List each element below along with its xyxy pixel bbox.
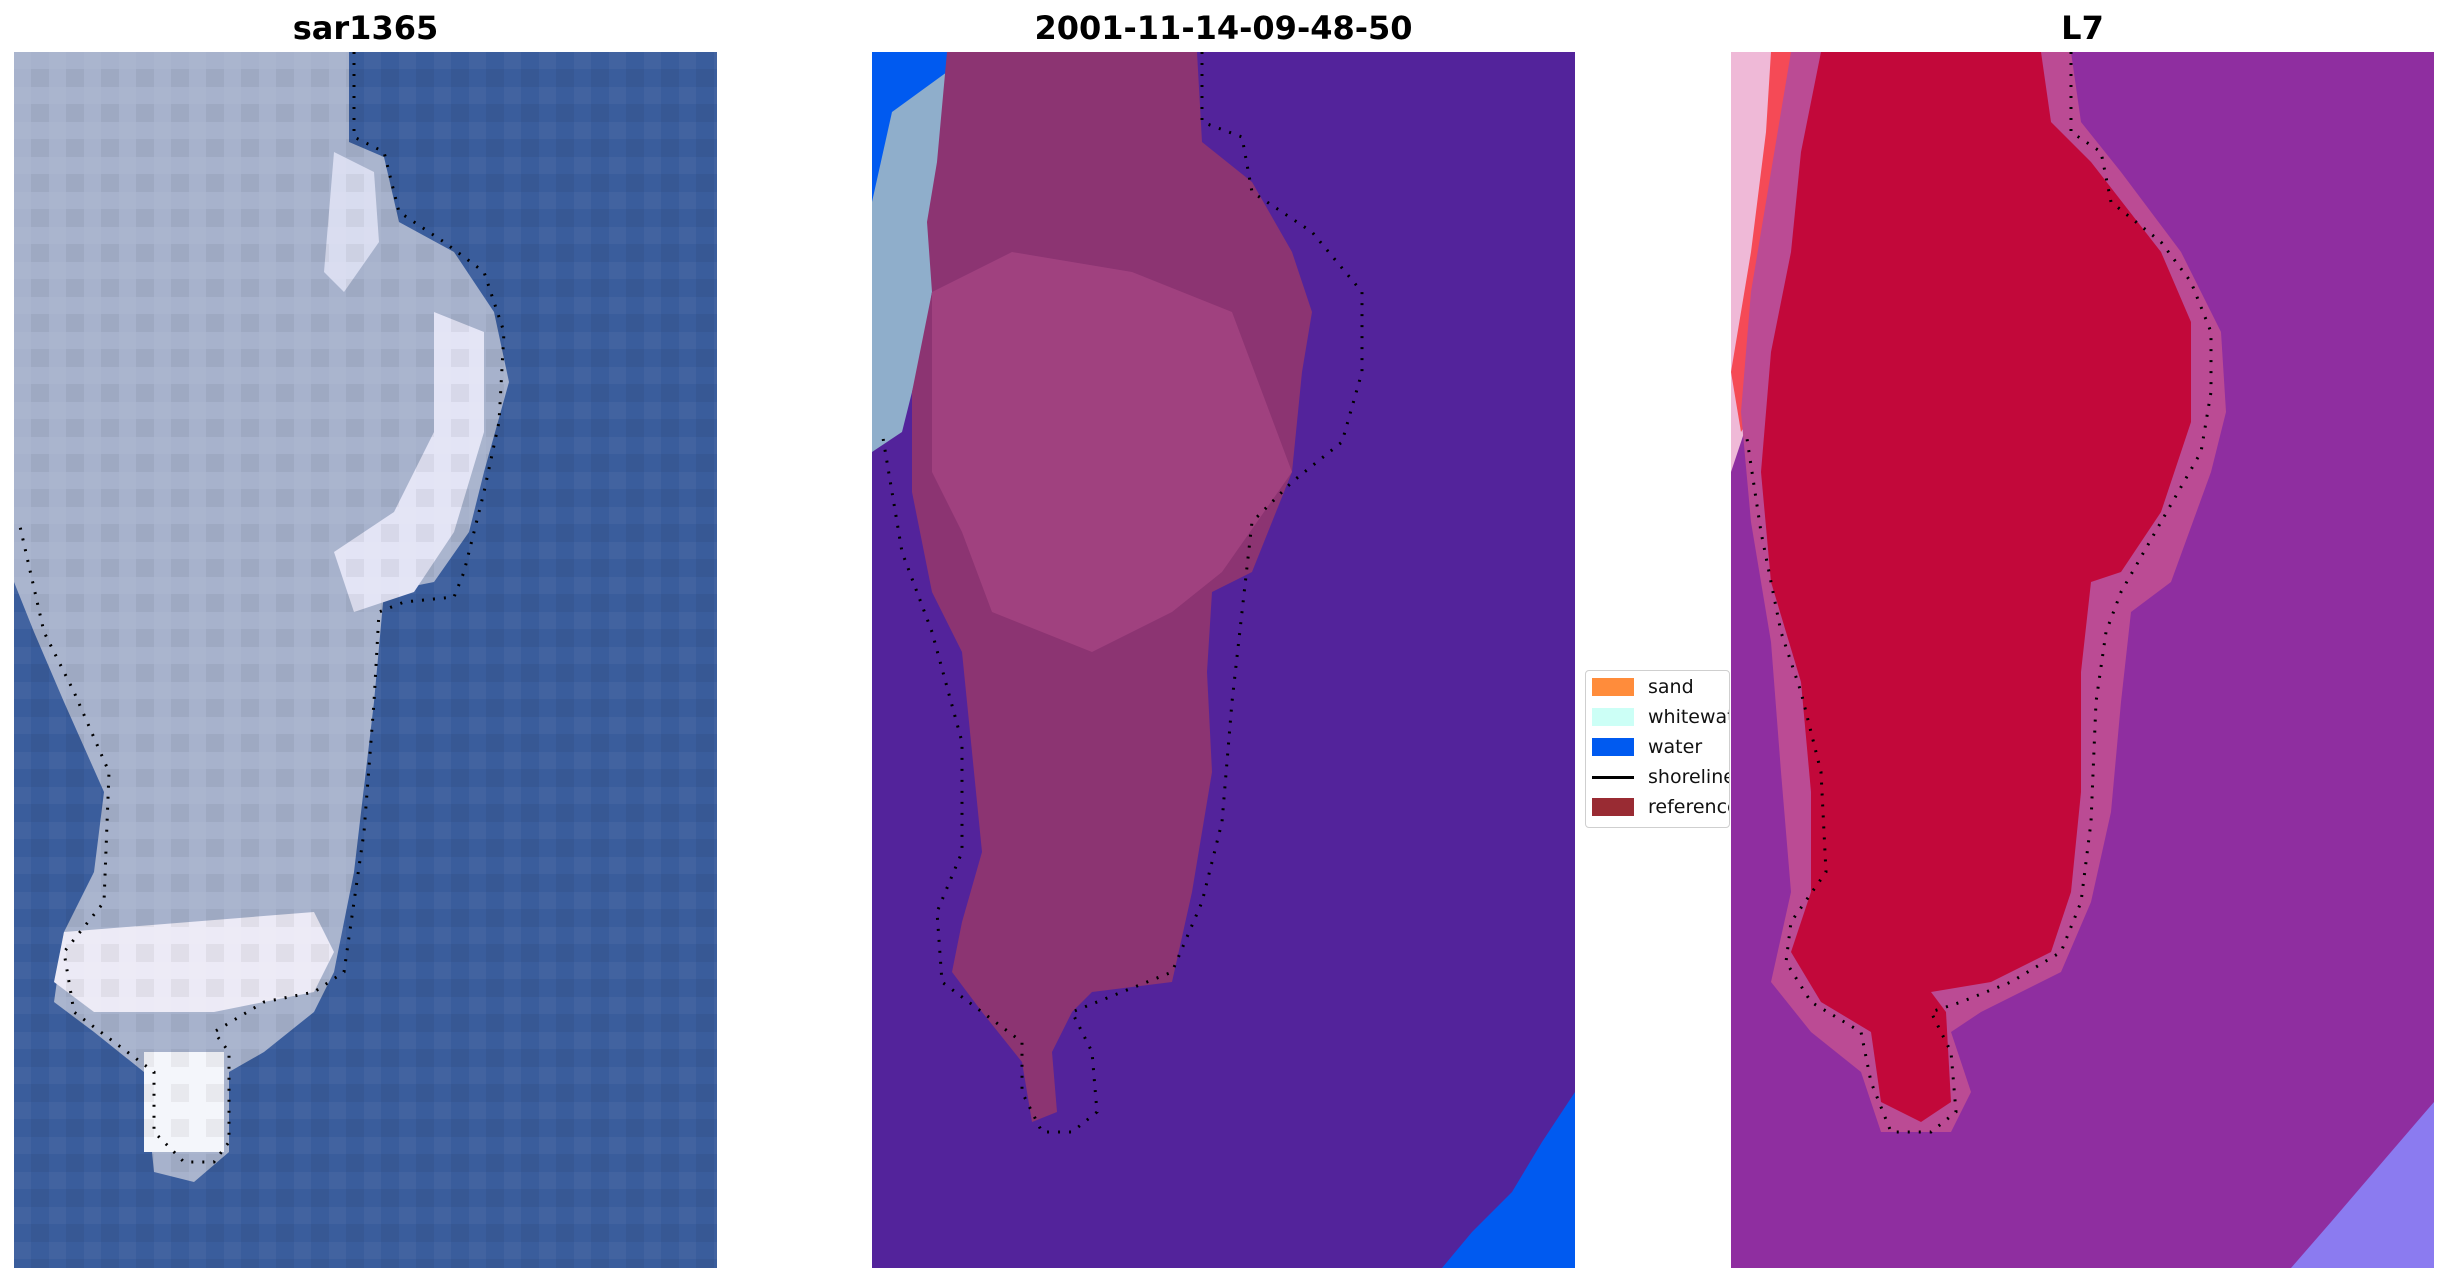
sar-shoreline bbox=[17, 52, 506, 1164]
panel-title-classification: 2001-11-14-09-48-50 bbox=[1034, 9, 1413, 47]
legend-label-shoreline: shoreline bbox=[1648, 766, 1730, 788]
class-whitewater-strip bbox=[872, 72, 952, 452]
l7-panel bbox=[1731, 52, 2434, 1268]
l7-shoreline bbox=[1744, 52, 2213, 1134]
legend-item-water: water bbox=[1592, 735, 1729, 759]
legend-swatch-sand bbox=[1592, 678, 1634, 696]
legend-swatch-whitewater bbox=[1592, 708, 1634, 726]
l7-pale-bottom-right bbox=[2291, 1102, 2434, 1268]
class-island-light bbox=[932, 252, 1292, 652]
sar-image-panel bbox=[14, 52, 717, 1268]
legend-item-sand: sand bbox=[1592, 675, 1729, 699]
l7-island-region bbox=[1761, 52, 2191, 1122]
l7-image bbox=[1731, 52, 2434, 1268]
legend-swatch-reference bbox=[1592, 798, 1634, 816]
legend-label-sand: sand bbox=[1648, 676, 1694, 698]
panel-title-l7: L7 bbox=[2061, 9, 2104, 47]
legend-label-water: water bbox=[1648, 736, 1703, 758]
legend-item-whitewater: whitewater bbox=[1592, 705, 1729, 729]
legend-swatch-shoreline bbox=[1592, 775, 1634, 779]
classification-panel bbox=[872, 52, 1575, 1268]
legend-swatch-water bbox=[1592, 738, 1634, 756]
legend-label-reference: reference bbox=[1648, 796, 1730, 818]
legend-label-whitewater: whitewater bbox=[1648, 706, 1729, 728]
sar-image bbox=[14, 52, 717, 1268]
legend: sand whitewater water shoreline referenc… bbox=[1585, 670, 1730, 828]
legend-item-shoreline: shoreline bbox=[1592, 765, 1730, 789]
class-water-bottom-right bbox=[1442, 1092, 1575, 1268]
classification-image bbox=[872, 52, 1575, 1268]
panel-title-sar: sar1365 bbox=[292, 9, 439, 47]
legend-item-reference: reference bbox=[1592, 795, 1730, 819]
